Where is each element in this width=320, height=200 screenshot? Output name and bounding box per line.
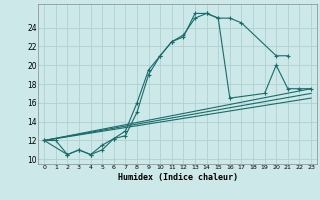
X-axis label: Humidex (Indice chaleur): Humidex (Indice chaleur) — [118, 173, 238, 182]
